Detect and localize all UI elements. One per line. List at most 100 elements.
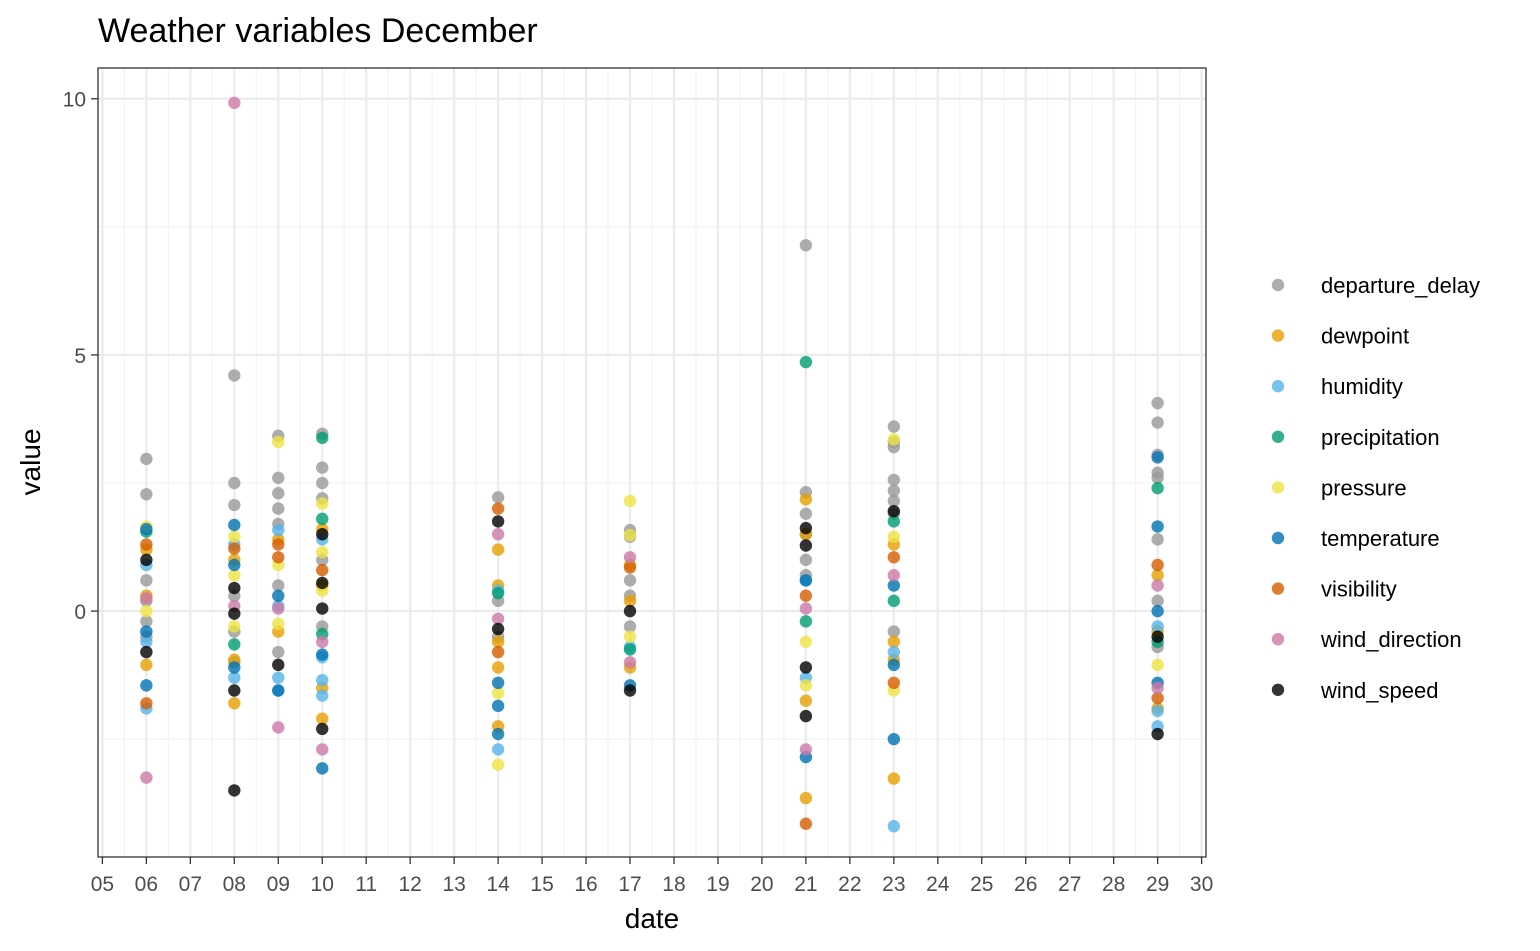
data-point xyxy=(887,676,901,690)
data-point xyxy=(140,645,153,659)
legend-item: departure_delay xyxy=(1271,273,1480,298)
data-point xyxy=(316,689,329,702)
legend-item: pressure xyxy=(1271,475,1407,500)
data-point xyxy=(1151,569,1164,582)
data-point xyxy=(1151,604,1164,618)
data-point xyxy=(140,553,153,567)
x-tick-label: 10 xyxy=(311,873,334,896)
y-axis-title: value xyxy=(15,429,46,496)
data-point xyxy=(228,498,241,512)
x-tick-label: 22 xyxy=(838,873,861,896)
legend-label: wind_direction xyxy=(1320,627,1462,652)
x-tick-label: 12 xyxy=(398,873,421,896)
data-point xyxy=(140,615,153,628)
data-point xyxy=(316,497,329,510)
data-point xyxy=(228,607,241,620)
data-point xyxy=(272,487,285,500)
data-point xyxy=(272,579,285,592)
data-point xyxy=(140,488,153,501)
x-tick-label: 24 xyxy=(926,873,950,896)
data-point xyxy=(140,522,153,536)
data-point xyxy=(140,697,153,710)
data-point xyxy=(272,435,285,449)
x-tick-label: 19 xyxy=(706,873,729,896)
data-point xyxy=(799,602,813,615)
data-point xyxy=(316,563,329,577)
data-point xyxy=(623,561,637,574)
data-point xyxy=(1151,481,1164,495)
data-point xyxy=(272,684,285,697)
x-axis-title: date xyxy=(625,903,680,934)
x-tick-label: 07 xyxy=(179,873,202,896)
legend-key xyxy=(1271,278,1285,292)
legend-label: departure_delay xyxy=(1321,273,1480,298)
x-tick-label: 09 xyxy=(267,873,290,896)
data-point xyxy=(887,594,901,608)
data-point xyxy=(799,635,813,649)
data-point xyxy=(491,491,505,504)
data-point xyxy=(623,630,637,643)
data-point xyxy=(887,530,901,543)
data-point xyxy=(491,635,505,649)
data-point xyxy=(1151,533,1164,546)
minor-gridlines xyxy=(98,68,1206,857)
data-point xyxy=(272,523,285,537)
data-point xyxy=(491,699,505,713)
data-point xyxy=(491,528,505,541)
data-point xyxy=(491,543,505,556)
legend-label: visibility xyxy=(1321,577,1397,602)
data-point xyxy=(623,551,637,564)
x-tick-label: 06 xyxy=(135,873,158,896)
data-point xyxy=(887,504,901,518)
data-point xyxy=(887,551,901,564)
data-point xyxy=(1151,727,1164,741)
data-point xyxy=(1151,681,1164,695)
data-point xyxy=(272,671,285,684)
data-point xyxy=(272,589,285,602)
x-tick-label: 13 xyxy=(442,873,465,896)
legend-label: wind_speed xyxy=(1320,678,1438,703)
data-point xyxy=(228,671,241,684)
data-point xyxy=(228,558,241,572)
data-point xyxy=(228,96,241,110)
data-point xyxy=(316,762,329,775)
legend-label: dewpoint xyxy=(1321,324,1409,349)
x-tick-label: 14 xyxy=(486,873,510,896)
x-tick-label: 26 xyxy=(1014,873,1037,896)
data-point xyxy=(1151,520,1164,533)
data-point xyxy=(228,684,241,697)
legend-label: pressure xyxy=(1321,475,1407,500)
series-temperature xyxy=(140,451,1164,775)
data-point xyxy=(799,574,813,587)
data-point xyxy=(316,722,329,736)
data-point xyxy=(1151,471,1164,485)
plot-border xyxy=(97,67,1207,858)
data-point xyxy=(140,679,153,692)
series-visibility xyxy=(140,502,1164,830)
data-point xyxy=(228,620,241,633)
legend-label: precipitation xyxy=(1321,425,1440,450)
data-point xyxy=(1151,451,1164,464)
data-point xyxy=(799,661,813,674)
legend: departure_delay dewpoint humidity precipita… xyxy=(1271,273,1480,703)
data-point xyxy=(228,581,241,595)
data-point xyxy=(799,709,813,723)
data-point xyxy=(887,484,901,497)
data-point xyxy=(623,604,637,618)
legend-key xyxy=(1271,430,1285,443)
data-point xyxy=(491,758,505,771)
data-point xyxy=(887,473,901,487)
data-point xyxy=(491,661,505,674)
data-point xyxy=(799,615,813,628)
data-point xyxy=(316,528,329,541)
data-point xyxy=(272,645,285,659)
data-point xyxy=(316,512,329,526)
x-tick-label: 27 xyxy=(1058,873,1081,896)
data-point xyxy=(1151,691,1164,705)
data-point xyxy=(799,679,813,692)
data-point xyxy=(316,743,329,756)
data-point xyxy=(228,569,241,582)
legend-key xyxy=(1271,481,1285,494)
data-points xyxy=(140,96,1164,833)
